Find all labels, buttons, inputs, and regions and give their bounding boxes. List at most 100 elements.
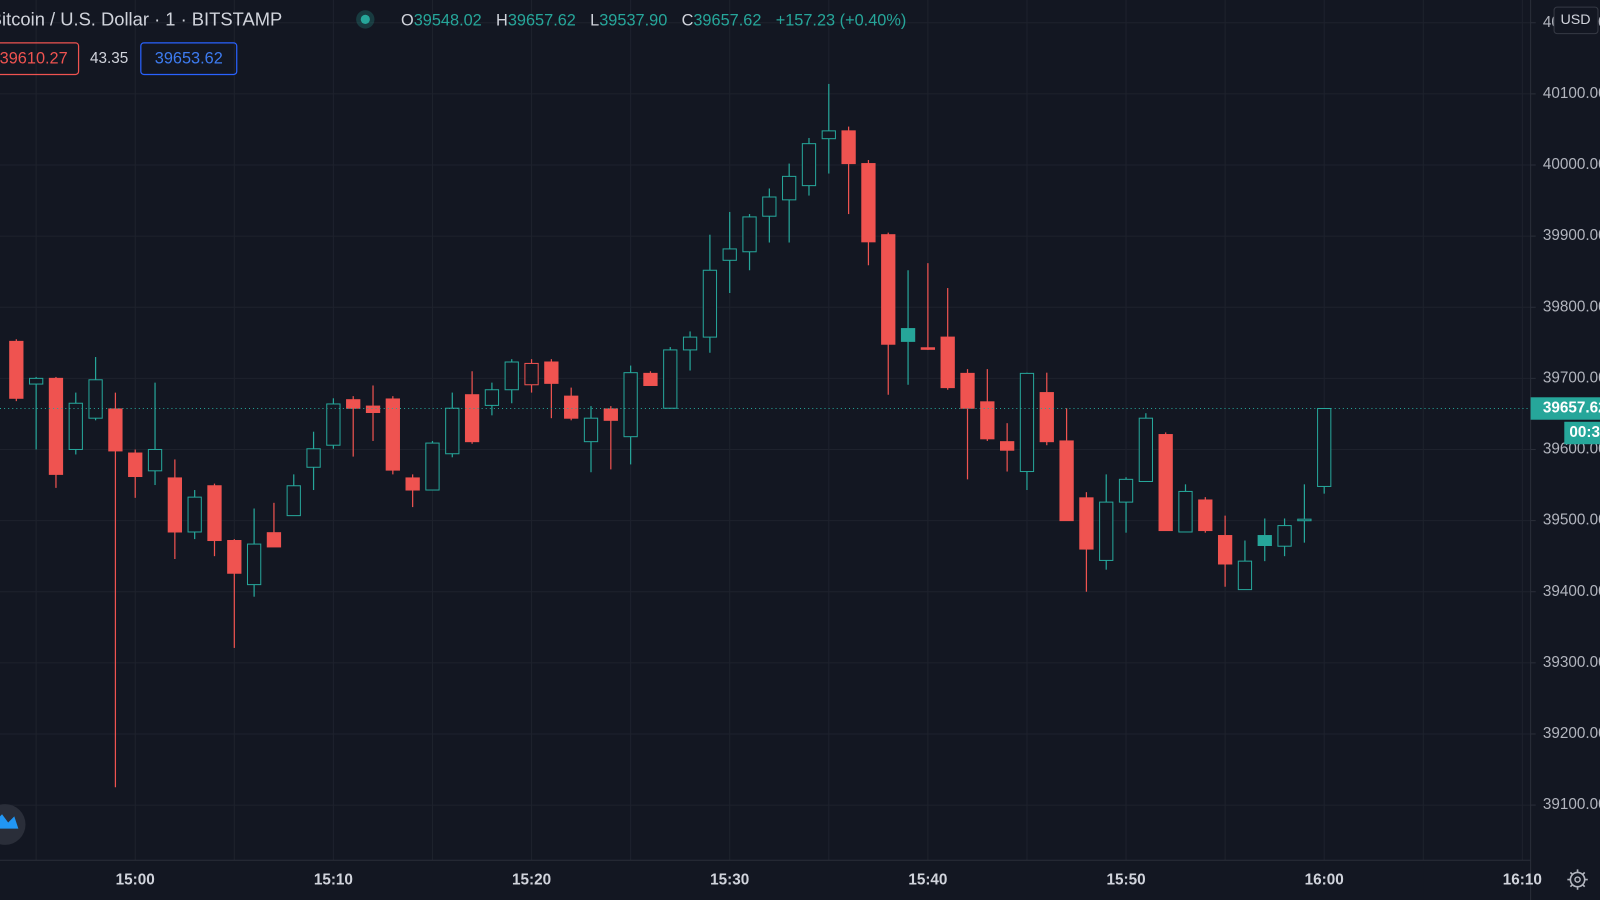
candle-body [326,403,341,446]
candle-body [346,399,361,409]
y-tick-label: 39400.00 [1543,583,1600,600]
candle-body [1079,497,1094,550]
candle-body [841,130,856,165]
candle-body [246,543,262,586]
x-tick-label: 15:30 [710,872,749,889]
candle-body [167,477,183,533]
countdown: 00:35 [1569,424,1600,441]
candle-body [1158,434,1173,532]
currency[interactable]: USD [1560,12,1590,28]
candle-body [504,361,519,391]
y-tick-label: 40000.00 [1543,156,1600,173]
candle-body [742,216,757,253]
y-tick-label: 39200.00 [1543,725,1600,742]
legend-change: +157.23 (+0.40%) [776,12,907,30]
candle-body [147,448,163,472]
candle-body [980,401,995,440]
x-tick-label: 15:10 [314,872,353,889]
candle-body [960,372,975,409]
y-tick-label: 39800.00 [1543,298,1600,315]
candle-body [1297,518,1312,522]
x-tick-label: 15:00 [116,872,155,889]
legend-key: H [496,12,508,30]
candle-body [128,452,143,478]
candle-body [1059,440,1074,522]
x-tick-label: 16:00 [1305,872,1344,889]
candle-body [1178,490,1193,533]
price-axis-panel [1530,0,1600,900]
candle-body [702,269,718,338]
spread: 43.35 [90,50,128,67]
candle-body [682,336,698,351]
x-tick-label: 15:50 [1106,872,1145,889]
y-tick-label: 39100.00 [1543,796,1600,813]
legend-key: O [401,12,414,30]
legend-value: 39537.90 [599,12,667,30]
plot-area [0,83,1531,788]
candle-body [365,405,381,414]
settings-icon[interactable] [1567,869,1588,890]
candle-body [1138,417,1153,482]
candle-body [1118,478,1134,503]
candle-body [1217,535,1233,565]
candle-body [564,395,579,419]
last-price-label: 39657.62 [1543,400,1600,417]
legend-key: C [682,12,694,30]
gear-teeth [1567,869,1588,890]
candle-body [1277,525,1292,547]
candle-body [1039,392,1054,443]
y-tick-label: 39500.00 [1543,512,1600,529]
y-tick-label: 39300.00 [1543,654,1600,671]
candle-body [1198,499,1213,532]
candle-body [861,163,876,243]
currency-button[interactable] [1553,6,1599,35]
candle-body [1317,407,1332,487]
candle-body [29,377,44,385]
candle-body [583,417,599,443]
candle-body [544,361,559,384]
buy-price[interactable]: 39653.62 [155,49,223,67]
candle-body [425,442,440,491]
last-price-tag [1530,397,1600,420]
legend-value: 39657.62 [508,12,576,30]
buy-box[interactable] [140,42,238,76]
x-tick-label: 15:20 [512,872,551,889]
candle-body [663,349,678,409]
candle-body [266,532,282,548]
candle-body [1237,560,1253,591]
candle-body [821,130,836,140]
candle-body [900,328,916,342]
candle-body [643,372,658,386]
y-tick-label: 39600.00 [1543,441,1600,458]
candle-body [464,394,480,443]
candle-body [1099,501,1114,561]
candle-body [48,377,64,475]
candle-body [286,485,301,517]
candle-body [920,347,936,350]
candle-body [782,175,797,201]
status-dot [360,14,370,24]
legend-value: 39548.02 [414,12,482,30]
sell-box[interactable] [0,42,80,76]
sell-price[interactable]: 39610.27 [0,49,68,67]
x-tick-label: 16:10 [1503,872,1542,889]
candle-body [1257,535,1272,547]
candle-body [207,485,222,542]
candle-body [722,248,737,261]
gear-hub [1574,876,1581,883]
candle-body [445,407,460,455]
y-tick-label: 40100.00 [1543,85,1600,102]
candle-body [227,540,242,574]
countdown-tag [1564,421,1600,445]
toolbar-icon [0,814,19,829]
symbol-title: Bitcoin / U.S. Dollar · 1 · BITSTAMP [0,8,282,29]
candle-body [623,372,638,438]
y-tick-label: 39900.00 [1543,227,1600,244]
candle-body [940,336,955,389]
candle-body [881,234,896,345]
candle-body [762,196,777,217]
y-tick-label: 39700.00 [1543,369,1600,386]
candle-body [484,389,500,406]
